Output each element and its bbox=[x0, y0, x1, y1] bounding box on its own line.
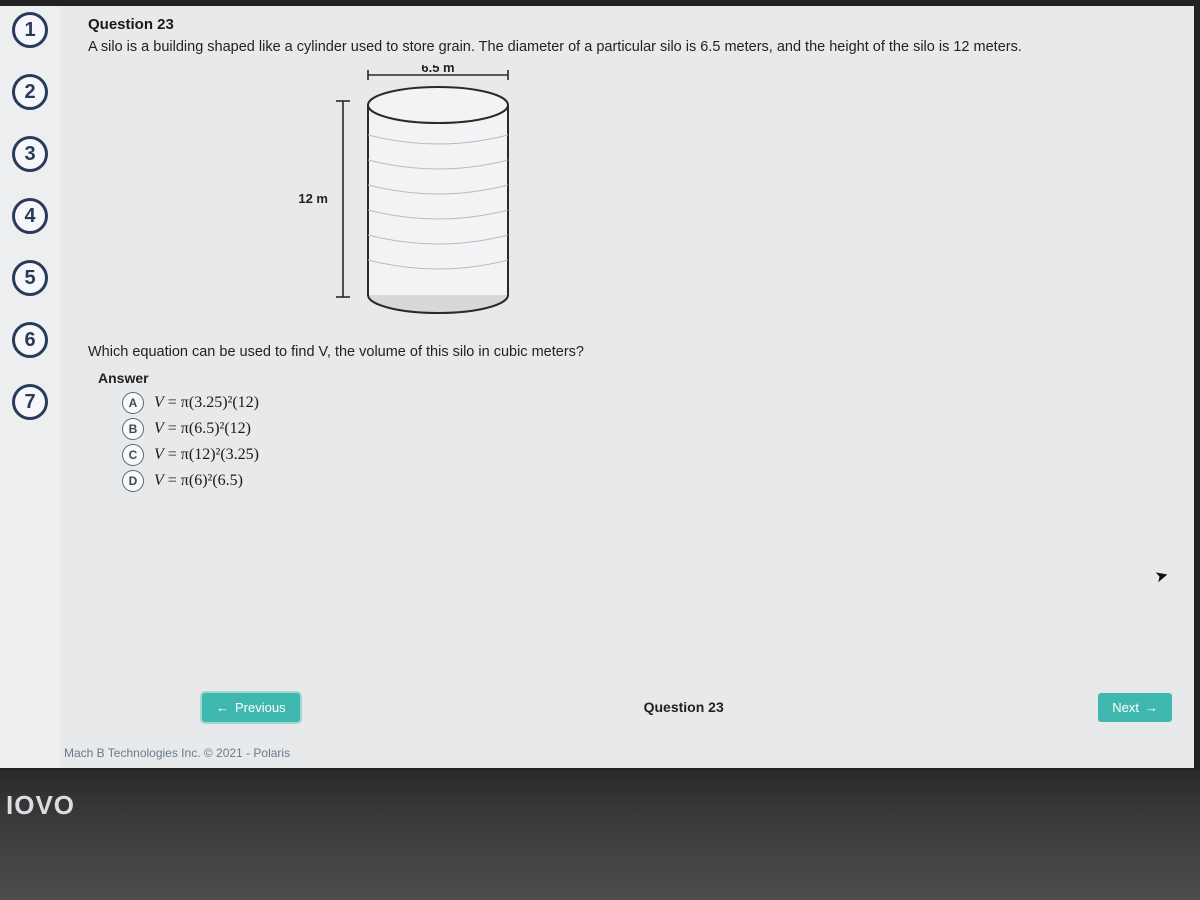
option-a-equation: V = π(3.25)²(12) bbox=[154, 394, 259, 412]
nav-q3[interactable]: 3 bbox=[12, 136, 48, 172]
diagram-width-label: 6.5 m bbox=[421, 65, 454, 75]
diagram-height-label: 12 m bbox=[298, 191, 328, 206]
question-indicator: Question 23 bbox=[644, 699, 724, 715]
nav-bar: ← Previous Question 23 Next → bbox=[60, 680, 1194, 734]
answer-label: Answer bbox=[98, 370, 1174, 386]
answer-options: A V = π(3.25)²(12) B V = π(6.5)²(12) C V… bbox=[122, 392, 1174, 492]
cursor-icon: ➤ bbox=[1152, 565, 1170, 588]
question-title: Question 23 bbox=[88, 16, 1174, 33]
option-b[interactable]: B V = π(6.5)²(12) bbox=[122, 418, 1174, 440]
silo-diagram: 6.5 m 12 m bbox=[298, 65, 558, 330]
option-c-equation: V = π(12)²(3.25) bbox=[154, 446, 259, 464]
question-subtext: Which equation can be used to find V, th… bbox=[88, 344, 1174, 360]
footer-text: Mach B Technologies Inc. © 2021 - Polari… bbox=[60, 746, 290, 760]
previous-button[interactable]: ← Previous bbox=[202, 693, 300, 722]
nav-q7[interactable]: 7 bbox=[12, 384, 48, 420]
option-d-letter[interactable]: D bbox=[122, 470, 144, 492]
quiz-screen: 1 2 3 4 5 6 7 Question 23 A silo is a bu… bbox=[0, 0, 1200, 770]
option-d-equation: V = π(6)²(6.5) bbox=[154, 472, 243, 490]
nav-q4[interactable]: 4 bbox=[12, 198, 48, 234]
next-button[interactable]: Next → bbox=[1098, 693, 1172, 722]
next-button-label: Next bbox=[1112, 700, 1139, 715]
option-b-letter[interactable]: B bbox=[122, 418, 144, 440]
option-c[interactable]: C V = π(12)²(3.25) bbox=[122, 444, 1174, 466]
option-a-letter[interactable]: A bbox=[122, 392, 144, 414]
laptop-brand: IOVO bbox=[6, 790, 75, 821]
question-content: Question 23 A silo is a building shaped … bbox=[60, 6, 1194, 768]
nav-q6[interactable]: 6 bbox=[12, 322, 48, 358]
nav-q2[interactable]: 2 bbox=[12, 74, 48, 110]
laptop-bezel: IOVO bbox=[0, 770, 1200, 900]
nav-q5[interactable]: 5 bbox=[12, 260, 48, 296]
option-a[interactable]: A V = π(3.25)²(12) bbox=[122, 392, 1174, 414]
arrow-right-icon: → bbox=[1145, 700, 1158, 715]
arrow-left-icon: ← bbox=[216, 700, 229, 715]
option-c-letter[interactable]: C bbox=[122, 444, 144, 466]
previous-button-label: Previous bbox=[235, 700, 286, 715]
option-d[interactable]: D V = π(6)²(6.5) bbox=[122, 470, 1174, 492]
option-b-equation: V = π(6.5)²(12) bbox=[154, 420, 251, 438]
nav-q1[interactable]: 1 bbox=[12, 12, 48, 48]
question-text: A silo is a building shaped like a cylin… bbox=[88, 37, 1174, 57]
question-nav-rail: 1 2 3 4 5 6 7 bbox=[0, 6, 60, 768]
